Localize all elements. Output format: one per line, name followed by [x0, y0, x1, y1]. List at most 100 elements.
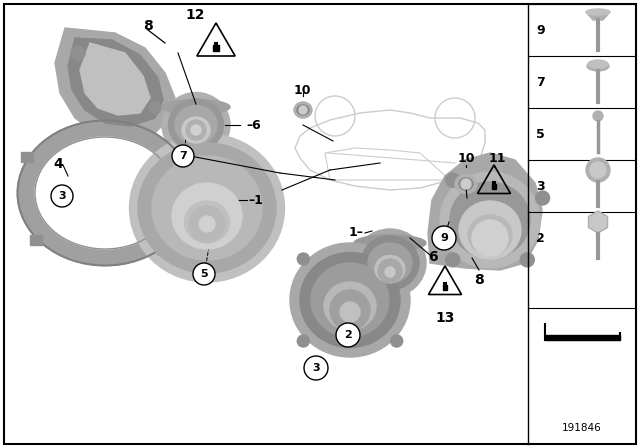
Text: 10: 10 — [457, 151, 475, 164]
Bar — [30, 235, 42, 245]
Ellipse shape — [175, 105, 217, 145]
Text: 5: 5 — [200, 269, 208, 279]
Polygon shape — [428, 153, 542, 270]
Polygon shape — [55, 28, 175, 138]
Ellipse shape — [354, 235, 426, 251]
Bar — [213, 45, 219, 51]
Circle shape — [199, 216, 215, 232]
Ellipse shape — [459, 201, 521, 259]
Circle shape — [149, 102, 161, 114]
Circle shape — [193, 263, 215, 285]
Circle shape — [593, 111, 603, 121]
Text: 12: 12 — [185, 8, 205, 22]
Ellipse shape — [300, 253, 400, 348]
Polygon shape — [586, 12, 610, 20]
Ellipse shape — [162, 99, 230, 115]
Ellipse shape — [172, 183, 242, 249]
Text: 8: 8 — [143, 19, 153, 33]
Text: 3: 3 — [58, 191, 66, 201]
Text: 10: 10 — [293, 83, 311, 96]
Circle shape — [189, 206, 225, 242]
Circle shape — [378, 259, 402, 283]
Circle shape — [590, 162, 606, 178]
Ellipse shape — [162, 92, 230, 158]
Polygon shape — [591, 214, 605, 230]
Text: 5: 5 — [536, 128, 545, 141]
Text: 8: 8 — [474, 273, 484, 287]
Circle shape — [390, 253, 403, 265]
Circle shape — [472, 220, 508, 256]
Text: 3: 3 — [312, 363, 320, 373]
Ellipse shape — [468, 215, 512, 255]
Ellipse shape — [290, 243, 410, 357]
Bar — [492, 184, 497, 189]
Text: 191846: 191846 — [562, 423, 602, 433]
Ellipse shape — [138, 143, 276, 273]
Text: 3: 3 — [536, 180, 545, 193]
Ellipse shape — [368, 243, 412, 283]
Circle shape — [432, 226, 456, 250]
Polygon shape — [68, 38, 163, 126]
Polygon shape — [80, 43, 150, 115]
Ellipse shape — [311, 263, 389, 337]
Bar — [443, 285, 447, 290]
Ellipse shape — [440, 172, 540, 268]
Polygon shape — [590, 213, 606, 231]
Circle shape — [304, 356, 328, 380]
Text: –6: –6 — [246, 119, 260, 132]
Text: 1–: 1– — [348, 225, 363, 238]
Text: 7: 7 — [179, 151, 187, 161]
Ellipse shape — [152, 156, 262, 260]
Circle shape — [340, 302, 360, 322]
Ellipse shape — [294, 102, 312, 118]
Circle shape — [51, 185, 73, 207]
Circle shape — [586, 158, 610, 182]
Ellipse shape — [17, 121, 193, 266]
Circle shape — [298, 253, 309, 265]
Circle shape — [445, 253, 460, 267]
Ellipse shape — [182, 117, 210, 143]
Ellipse shape — [184, 201, 230, 243]
Text: 2: 2 — [536, 232, 545, 245]
Ellipse shape — [35, 137, 175, 249]
Bar — [157, 244, 169, 254]
Circle shape — [390, 335, 403, 347]
Bar — [177, 151, 189, 161]
Ellipse shape — [324, 282, 376, 330]
Text: 4: 4 — [53, 157, 63, 171]
Ellipse shape — [375, 255, 405, 283]
Circle shape — [191, 125, 201, 135]
Circle shape — [186, 120, 206, 140]
Circle shape — [299, 106, 307, 114]
Text: 9: 9 — [536, 23, 545, 36]
Ellipse shape — [297, 105, 309, 115]
Ellipse shape — [354, 229, 426, 297]
Ellipse shape — [587, 61, 609, 71]
Ellipse shape — [168, 99, 223, 151]
Ellipse shape — [361, 236, 419, 290]
Ellipse shape — [455, 175, 477, 194]
Bar — [21, 151, 33, 161]
Polygon shape — [588, 211, 607, 233]
Text: 6: 6 — [428, 250, 438, 264]
Circle shape — [172, 145, 194, 167]
Ellipse shape — [588, 60, 608, 68]
Text: 2: 2 — [344, 330, 352, 340]
Circle shape — [336, 323, 360, 347]
Ellipse shape — [450, 182, 530, 258]
Text: 7: 7 — [536, 76, 545, 89]
Circle shape — [536, 191, 550, 205]
Polygon shape — [545, 335, 620, 340]
Ellipse shape — [586, 9, 610, 15]
Circle shape — [445, 173, 460, 187]
Circle shape — [385, 267, 395, 277]
Circle shape — [330, 290, 370, 330]
Circle shape — [298, 335, 309, 347]
Ellipse shape — [459, 178, 473, 190]
Circle shape — [520, 253, 534, 267]
Circle shape — [461, 179, 471, 189]
Text: 11: 11 — [488, 151, 506, 164]
Text: 13: 13 — [435, 311, 454, 325]
Ellipse shape — [129, 134, 285, 282]
Text: 9: 9 — [440, 233, 448, 243]
